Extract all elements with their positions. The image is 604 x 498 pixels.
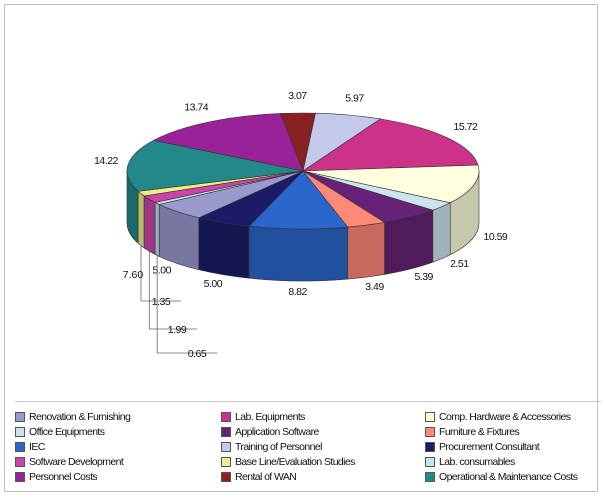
pie-slice-personnel-costs: [152, 113, 304, 172]
legend-label: Application Software: [235, 426, 319, 438]
legend-label: IEC: [29, 441, 45, 453]
legend-swatch: [221, 412, 231, 422]
data-label-software-development: 1.99: [168, 324, 187, 336]
legend-swatch: [221, 427, 231, 437]
data-label-procurement-consultant: 5.00: [204, 278, 223, 290]
data-label-personnel-costs: 13.74: [184, 101, 208, 113]
legend-swatch: [425, 472, 435, 482]
legend-swatch: [425, 427, 435, 437]
legend-label: Lab. consumables: [439, 456, 515, 468]
legend-label: Base Line/Evaluation Studies: [235, 456, 355, 468]
data-label-furniture-fixtures: 3.49: [365, 281, 384, 293]
legend-item-lab-consumables: Lab. consumables: [425, 455, 515, 469]
pie-side-software-development: [143, 195, 156, 255]
pie-slice-rental-of-wan: [280, 112, 316, 173]
chart-frame: 5.97 15.72 10.59 2.51 5.39 3.49 8.82 5.00 5.00 0.…: [4, 4, 601, 494]
legend-item-iec: IEC: [15, 440, 45, 454]
legend-label: Software Development: [29, 456, 124, 468]
pie-slice-iec: [248, 170, 349, 230]
legend-label: Training of Personnel: [235, 441, 322, 453]
legend-label: Procurement Consultant: [439, 441, 540, 453]
data-label-iec: 8.82: [288, 286, 307, 298]
data-label-operational-maintenance-costs: 14.22: [94, 155, 118, 167]
legend-label: Office Equipments: [29, 426, 105, 438]
legend-swatch: [15, 442, 25, 452]
legend-swatch: [15, 427, 25, 437]
legend-item-software-development: Software Development: [15, 455, 124, 469]
legend-label: Lab. Equipments: [235, 411, 305, 423]
legend-swatch: [15, 457, 25, 467]
pie-chart: 5.97 15.72 10.59 2.51 5.39 3.49 8.82 5.00 5.00 0.…: [94, 90, 508, 360]
legend-item-comp-hardware-accessories: Comp. Hardware & Accessories: [425, 410, 571, 424]
legend-item-training-of-personnel: Training of Personnel: [221, 440, 322, 454]
legend-item-procurement-consultant: Procurement Consultant: [425, 440, 540, 454]
legend-swatch: [221, 442, 231, 452]
pie-slice-comp-hardware-accessories: [302, 164, 480, 204]
data-label-office-equipments: 2.51: [450, 258, 469, 270]
legend-item-personnel-costs: Personnel Costs: [15, 470, 98, 484]
legend-label: Rental of WAN: [235, 471, 297, 483]
legend: Renovation & Furnishing Lab. Equipments Co…: [15, 401, 601, 494]
data-label-base-line-evaluation-studies: 1.35: [152, 296, 171, 308]
data-label-lab-consumables: 0.65: [188, 348, 207, 360]
data-label-extra: 7.60: [123, 269, 144, 281]
legend-label: Renovation & Furnishing: [29, 411, 131, 423]
legend-swatch: [221, 472, 231, 482]
legend-label: Personnel Costs: [29, 471, 98, 483]
data-label-renovation-furnishing: 5.00: [152, 264, 171, 276]
pie-side-office-equipments: [432, 202, 451, 263]
data-label-training-of-personnel: 5.97: [345, 92, 364, 104]
legend-swatch: [425, 457, 435, 467]
legend-swatch: [15, 472, 25, 482]
legend-item-lab-equipments: Lab. Equipments: [221, 410, 305, 424]
data-label-comp-hardware-accessories: 10.59: [483, 231, 507, 243]
pie-slice-operational-maintenance-costs: [126, 139, 304, 192]
legend-item-office-equipments: Office Equipments: [15, 425, 105, 439]
legend-item-renovation-furnishing: Renovation & Furnishing: [15, 410, 131, 424]
legend-swatch: [15, 412, 25, 422]
pie-slice-lab-equipments: [301, 118, 479, 172]
legend-label: Comp. Hardware & Accessories: [439, 411, 571, 423]
data-label-application-software: 5.39: [414, 271, 433, 283]
data-label-lab-equipments: 15.72: [454, 121, 478, 133]
legend-swatch: [425, 442, 435, 452]
legend-swatch: [221, 457, 231, 467]
legend-item-operational-maintenance-costs: Operational & Maintenance Costs: [425, 470, 578, 484]
data-label-rental-of-wan: 3.07: [288, 90, 307, 102]
pie-side-base-line-evaluation-studies: [137, 190, 145, 249]
legend-item-furniture-fixtures: Furniture & Fixtures: [425, 425, 520, 439]
legend-item-base-line-evaluation-studies: Base Line/Evaluation Studies: [221, 455, 355, 469]
pie-side-lab-consumables: [154, 201, 160, 257]
pie-side-iec: [248, 225, 349, 282]
legend-label: Operational & Maintenance Costs: [439, 471, 578, 483]
legend-label: Furniture & Fixtures: [439, 426, 520, 438]
pie-side-furniture-fixtures: [347, 222, 385, 280]
leader-line: [140, 245, 181, 302]
legend-item-rental-of-wan: Rental of WAN: [221, 470, 297, 484]
legend-swatch: [425, 412, 435, 422]
pie-side-procurement-consultant: [198, 217, 250, 279]
legend-item-application-software: Application Software: [221, 425, 319, 439]
leader-line: [148, 251, 197, 330]
leader-line: [156, 255, 217, 354]
